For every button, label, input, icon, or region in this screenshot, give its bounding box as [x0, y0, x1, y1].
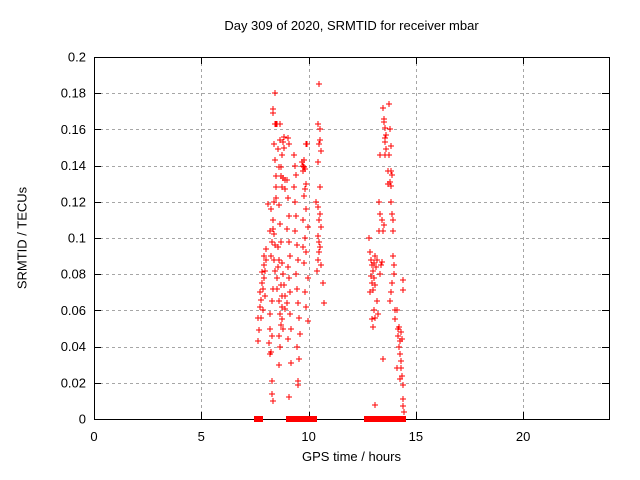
y-tick-label: 0.14: [61, 158, 86, 173]
y-tick-label: 0.08: [61, 267, 86, 282]
x-tick-label: 10: [301, 429, 315, 444]
y-tick-label: 0.2: [68, 50, 86, 65]
y-tick-label: 0.1: [68, 231, 86, 246]
data-point-square: [375, 416, 381, 422]
data-point-square: [400, 416, 406, 422]
y-tick-label: 0.06: [61, 303, 86, 318]
y-tick-label: 0: [79, 412, 86, 427]
x-tick-label: 5: [198, 429, 205, 444]
data-point-square: [311, 416, 317, 422]
x-axis-label: GPS time / hours: [302, 449, 401, 464]
data-point-square: [257, 416, 263, 422]
y-tick-label: 0.04: [61, 339, 86, 354]
y-axis-label: SRMTID / TECUs: [14, 186, 30, 290]
x-tick-label: 20: [516, 429, 530, 444]
y-tick-label: 0.18: [61, 86, 86, 101]
x-tick-label: 15: [409, 429, 423, 444]
y-tick-label: 0.16: [61, 122, 86, 137]
y-tick-label: 0.02: [61, 375, 86, 390]
chart-title: Day 309 of 2020, SRMTID for receiver mba…: [224, 18, 479, 33]
x-tick-label: 0: [90, 429, 97, 444]
y-tick-label: 0.12: [61, 194, 86, 209]
